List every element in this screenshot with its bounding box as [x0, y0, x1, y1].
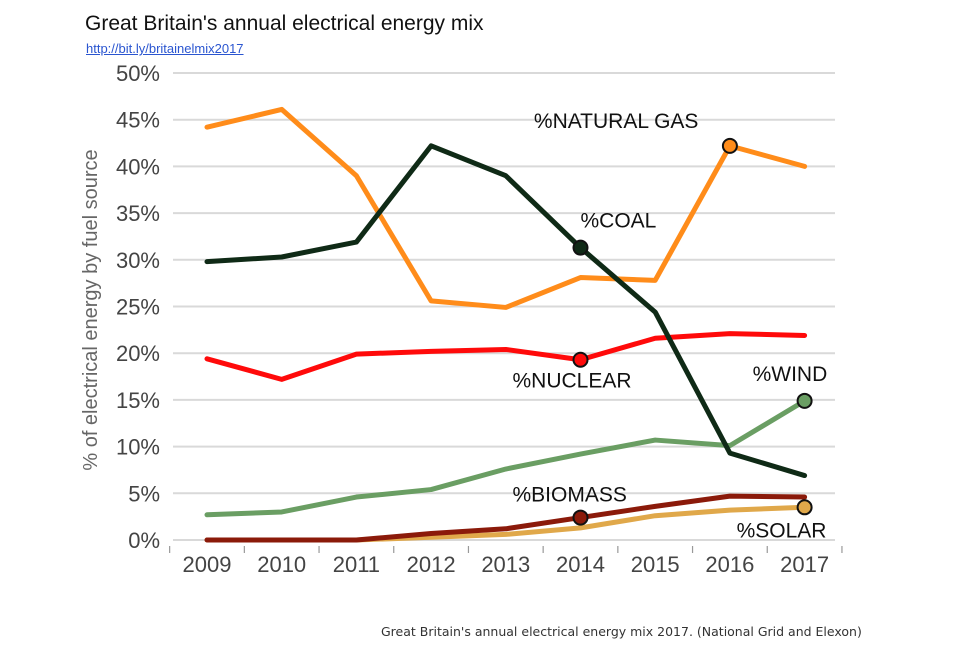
x-tick-label: 2013 [481, 552, 530, 577]
series-label-solar: %SOLAR [737, 519, 827, 542]
x-tick-label: 2016 [705, 552, 754, 577]
series-label-biomass: %BIOMASS [513, 484, 627, 507]
y-tick-label: 50% [116, 61, 160, 86]
x-tick-label: 2012 [407, 552, 456, 577]
x-tick-label: 2009 [183, 552, 232, 577]
y-tick-label: 25% [116, 295, 160, 320]
series-label-wind: %WIND [753, 363, 828, 386]
series-annotations: %NATURAL GAS %COAL %NUCLEAR %WIND %BIOMASS %S… [513, 110, 828, 542]
x-tick-label: 2017 [780, 552, 829, 577]
y-tick-label: 20% [116, 341, 160, 366]
series-line-nuclear [204, 331, 808, 382]
y-tick-label: 30% [116, 248, 160, 273]
series-marker-wind [796, 392, 813, 409]
y-tick-label: 5% [128, 481, 160, 506]
series-markers [572, 137, 813, 526]
series-line-wind [204, 398, 808, 518]
series-lines [204, 106, 808, 543]
gridlines [173, 72, 835, 541]
y-axis-ticks: 0% 5% 10% 15% 20% 25% 30% 35% 40% 45% 50% [116, 61, 160, 553]
series-marker-coal [572, 239, 589, 256]
x-axis: 2009 2010 2011 2012 2013 2014 2015 2016 2017 [169, 546, 843, 577]
y-axis-label: % of electrical energy by fuel source [80, 149, 102, 470]
series-label-coal: %COAL [581, 210, 657, 233]
series-marker-nuclear [572, 351, 589, 368]
y-tick-label: 10% [116, 435, 160, 460]
figure-caption: Great Britain's annual electrical energy… [381, 624, 862, 639]
series-label-natural-gas: %NATURAL GAS [534, 110, 699, 133]
x-tick-label: 2010 [257, 552, 306, 577]
series-line-coal [204, 143, 808, 479]
source-link[interactable]: http://bit.ly/britainelmix2017 [86, 41, 244, 56]
series-line-biomass [204, 493, 808, 543]
y-tick-label: 35% [116, 201, 160, 226]
y-tick-label: 40% [116, 154, 160, 179]
y-tick-label: 45% [116, 108, 160, 133]
series-marker-natural-gas [721, 137, 738, 154]
x-tick-label: 2015 [631, 552, 680, 577]
chart-title: Great Britain's annual electrical energy… [85, 12, 484, 35]
series-label-nuclear: %NUCLEAR [513, 370, 632, 393]
y-tick-label: 15% [116, 388, 160, 413]
x-tick-label: 2014 [556, 552, 605, 577]
series-line-solar [204, 504, 808, 543]
series-marker-solar [796, 499, 813, 516]
x-tick-label: 2011 [333, 552, 380, 577]
series-line-natural-gas [204, 106, 808, 310]
y-tick-label: 0% [128, 528, 160, 553]
series-marker-biomass [572, 509, 589, 526]
